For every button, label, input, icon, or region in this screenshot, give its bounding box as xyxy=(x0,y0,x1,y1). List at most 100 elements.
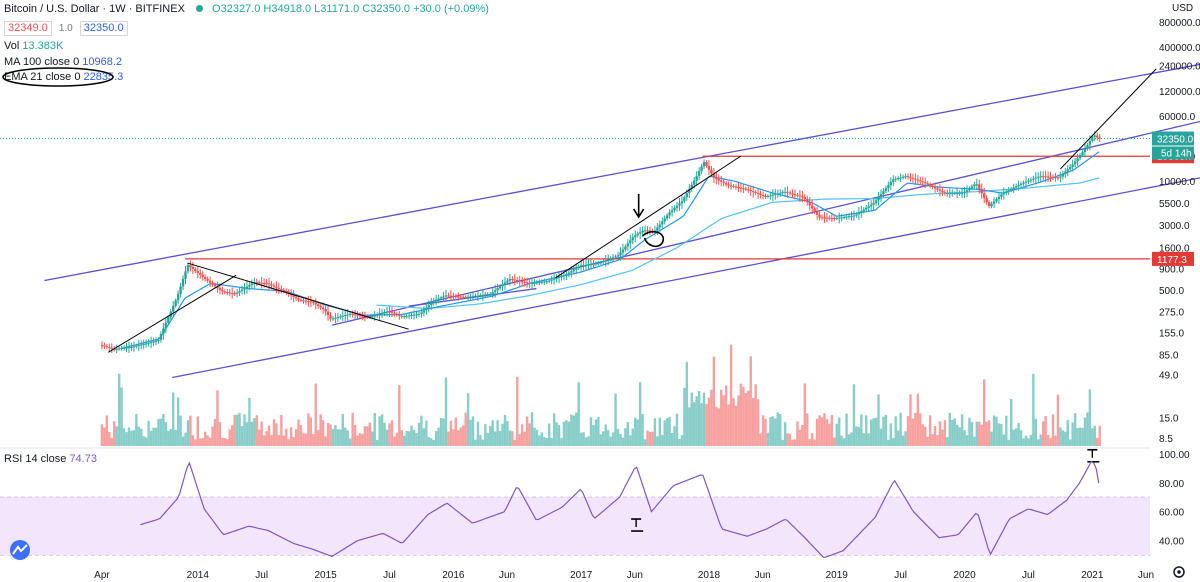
candle-body xyxy=(412,314,416,316)
level-tag-1 xyxy=(1152,251,1194,266)
volume-bars xyxy=(100,344,1101,446)
volume-bar xyxy=(938,421,942,446)
volume-bar xyxy=(395,432,399,446)
candle-body xyxy=(506,280,509,283)
volume-bar xyxy=(520,424,524,446)
volume-bar xyxy=(867,433,870,446)
candle-body xyxy=(810,205,814,209)
volume-bar xyxy=(545,438,548,446)
volume-bar xyxy=(570,414,573,446)
volume-bar xyxy=(449,420,453,446)
volume-bar xyxy=(860,414,863,446)
time-tick-7: 2017 xyxy=(570,570,593,581)
candle-body xyxy=(324,309,327,312)
volume-legend[interactable]: Vol 13.383K xyxy=(4,39,63,53)
candle-body xyxy=(982,193,986,198)
candle-body xyxy=(995,199,998,202)
candle-body xyxy=(825,217,829,219)
symbol-title[interactable]: Bitcoin / U.S. Dollar · 1W · BITFINEX xyxy=(4,3,185,15)
candle-body xyxy=(560,275,563,277)
volume-bar xyxy=(240,426,244,446)
candle-body xyxy=(174,300,177,306)
volume-bar xyxy=(629,435,632,446)
candle-body xyxy=(835,218,838,220)
candle-body xyxy=(833,218,836,220)
tradingview-logo-icon[interactable] xyxy=(10,540,30,560)
rsi-legend[interactable]: RSI 14 close 74.73 xyxy=(4,452,97,466)
volume-label: Vol xyxy=(4,40,20,52)
candle-body xyxy=(258,282,261,284)
candle-body xyxy=(280,288,283,291)
candle-body xyxy=(395,313,399,315)
rsi-axis[interactable]: 100.00 80.00 60.00 40.00 xyxy=(1159,450,1190,548)
volume-bar xyxy=(390,420,394,446)
price-axis[interactable]: 800000.0 400000.0 240000.0 120000.0 60000.0 2… xyxy=(1159,3,1200,445)
volume-bar xyxy=(597,417,600,446)
candle-body xyxy=(447,295,450,297)
time-axis[interactable]: Apr 2014 Jul 2015 Jul 2016 Jun 2017 Jun 2018 Jun 20… xyxy=(94,570,1154,581)
volume-bar xyxy=(658,417,662,446)
volume-bar xyxy=(769,417,772,446)
volume-bar xyxy=(793,439,797,446)
volume-bar xyxy=(1076,428,1079,446)
volume-bar xyxy=(764,418,767,446)
candle-body xyxy=(191,267,195,270)
volume-bar xyxy=(1066,420,1069,446)
volume-bar xyxy=(648,431,652,446)
volume-bar xyxy=(100,424,104,446)
volume-bar xyxy=(260,421,263,446)
volume-bar xyxy=(371,431,374,446)
candle-body xyxy=(951,193,954,195)
candle-body xyxy=(211,282,214,285)
candle-body xyxy=(1041,176,1045,178)
volume-bar xyxy=(904,431,907,446)
volume-bar xyxy=(751,397,755,446)
candle-body xyxy=(162,328,165,335)
candle-body xyxy=(498,286,502,289)
volume-bar xyxy=(105,415,109,446)
volume-bar xyxy=(786,433,789,446)
volume-bar xyxy=(380,414,384,446)
volume-bar xyxy=(845,413,848,446)
candle-body xyxy=(1064,171,1067,175)
volume-bar xyxy=(638,382,642,446)
volume-bar xyxy=(471,416,475,446)
buy-price-button[interactable]: 32350.0 xyxy=(79,21,128,36)
volume-bar xyxy=(437,427,440,446)
candle-body xyxy=(697,171,701,177)
sell-price-button[interactable]: 32349.0 xyxy=(4,21,52,36)
volume-bar xyxy=(135,414,138,446)
volume-bar xyxy=(560,438,563,446)
candle-body xyxy=(756,193,760,195)
volume-bar xyxy=(1081,427,1084,446)
ema-legend[interactable]: EMA 21 close 0 22835.3 xyxy=(4,70,123,84)
volume-bar xyxy=(267,425,271,446)
candle-body xyxy=(783,191,787,193)
candle-body xyxy=(700,166,703,172)
volume-bar xyxy=(823,413,826,446)
volume-bar xyxy=(489,426,492,446)
volume-bar xyxy=(828,423,831,446)
candle-body xyxy=(614,256,617,258)
ma-legend[interactable]: MA 100 close 0 10968.2 xyxy=(4,55,122,69)
volume-bar xyxy=(191,435,195,446)
countdown-tag-text: 5d 14h xyxy=(1161,149,1192,160)
settings-gear-icon[interactable] xyxy=(1173,566,1185,578)
candle-body xyxy=(724,183,728,185)
volume-bar xyxy=(245,422,249,446)
candle-body xyxy=(186,265,190,272)
candle-body xyxy=(294,296,298,299)
candle-body xyxy=(906,176,910,178)
candle-body xyxy=(865,207,868,210)
volume-bar xyxy=(147,420,150,446)
volume-bar xyxy=(422,428,426,446)
candle-body xyxy=(710,169,713,174)
volume-bar xyxy=(110,437,113,446)
candle-body xyxy=(314,302,317,305)
candle-body xyxy=(493,290,497,293)
candle-body xyxy=(860,211,863,213)
candle-body xyxy=(818,214,821,218)
volume-bar xyxy=(813,439,816,446)
volume-bar xyxy=(887,439,890,446)
